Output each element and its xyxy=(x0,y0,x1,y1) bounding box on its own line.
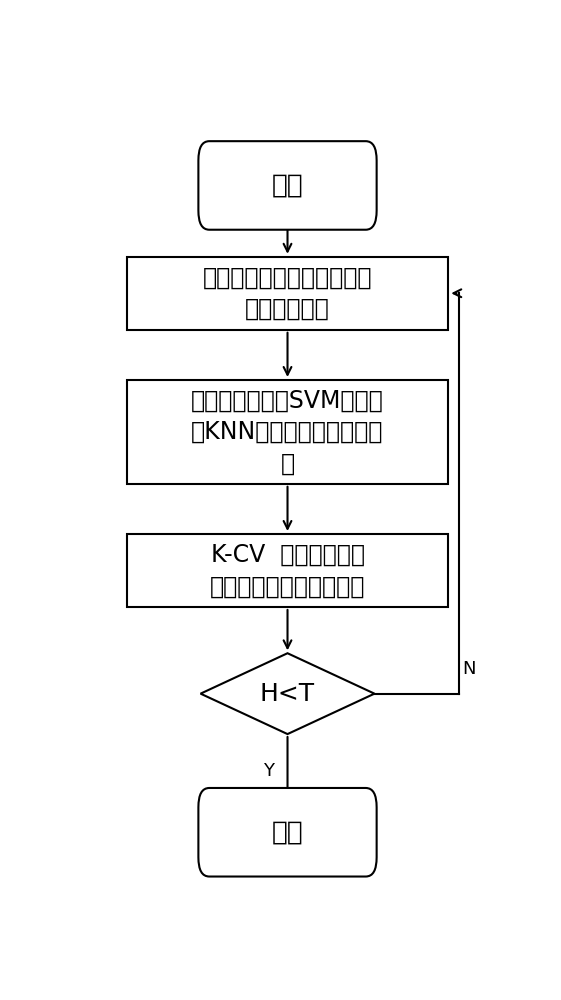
FancyBboxPatch shape xyxy=(199,141,376,230)
Text: K-CV  交叉验证方式
对各训练集进行训练测试: K-CV 交叉验证方式 对各训练集进行训练测试 xyxy=(210,543,365,598)
FancyBboxPatch shape xyxy=(199,788,376,877)
Bar xyxy=(127,257,448,330)
Bar xyxy=(127,534,448,607)
Text: 分别设定网格搜索变量的范
围及搜索步距: 分别设定网格搜索变量的范 围及搜索步距 xyxy=(203,265,373,321)
Bar xyxy=(127,380,448,484)
Polygon shape xyxy=(201,653,375,734)
Text: 开始: 开始 xyxy=(272,172,304,198)
Text: N: N xyxy=(463,660,476,678)
Text: 结束: 结束 xyxy=(272,819,304,845)
Text: H<T: H<T xyxy=(260,682,315,706)
Text: 设定优化目标对SVM分类器
及KNN分类器进行超参数调
优: 设定优化目标对SVM分类器 及KNN分类器进行超参数调 优 xyxy=(191,388,384,475)
Text: Y: Y xyxy=(264,762,274,780)
